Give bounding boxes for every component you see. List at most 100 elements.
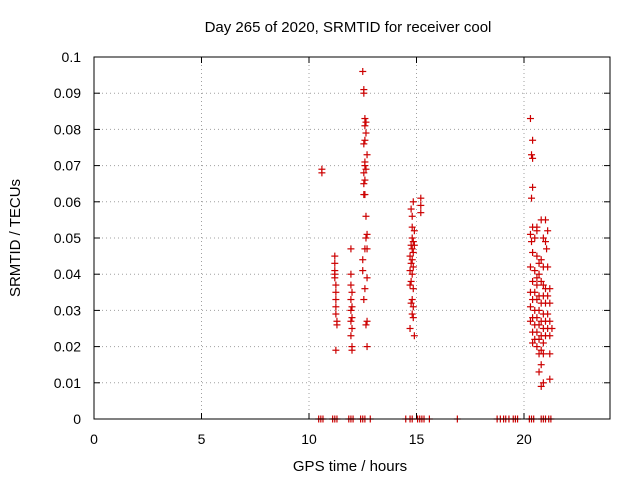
y-tick-label: 0.09 <box>54 85 81 101</box>
data-point <box>529 277 537 285</box>
data-point <box>546 332 554 340</box>
data-point <box>360 296 368 304</box>
data-point <box>531 267 539 275</box>
data-point <box>407 259 415 267</box>
data-point <box>546 350 554 358</box>
data-point <box>331 252 339 260</box>
data-point <box>546 375 554 383</box>
data-point <box>409 198 417 206</box>
data-point <box>539 281 547 289</box>
data-point <box>361 115 369 123</box>
data-point <box>348 314 356 322</box>
data-point <box>529 154 537 162</box>
data-point <box>347 296 355 304</box>
data-point <box>409 314 417 322</box>
data-point <box>359 256 367 264</box>
data-points <box>315 67 556 423</box>
data-point <box>546 285 554 293</box>
data-point <box>410 332 418 340</box>
data-point <box>363 230 371 238</box>
x-tick-label: 10 <box>301 431 317 447</box>
data-point <box>533 281 541 289</box>
data-point <box>526 263 534 271</box>
data-point <box>528 194 536 202</box>
data-point <box>406 325 414 332</box>
data-point <box>408 270 416 278</box>
data-point <box>542 216 549 224</box>
y-tick-label: 0 <box>73 411 81 427</box>
data-point <box>537 346 545 354</box>
tick-labels: 0 0.01 0.02 0.03 0.04 0.05 0.06 0.07 0.08 0.09 0.1… <box>54 49 532 447</box>
data-point <box>535 321 543 329</box>
data-point <box>406 281 414 289</box>
data-point <box>363 151 371 159</box>
data-point <box>348 288 356 296</box>
data-point <box>410 241 418 249</box>
data-point <box>407 299 415 307</box>
y-tick-label: 0.02 <box>54 339 81 355</box>
data-point <box>531 234 539 242</box>
data-point <box>332 288 340 296</box>
data-point <box>533 343 541 351</box>
data-point <box>533 227 541 235</box>
y-tick-label: 0.08 <box>54 121 81 137</box>
data-point <box>544 263 552 271</box>
data-point <box>360 169 368 177</box>
data-point <box>409 285 417 293</box>
y-tick-label: 0.03 <box>54 302 81 318</box>
plot-frame <box>93 56 611 420</box>
data-point <box>542 238 549 246</box>
data-point <box>361 122 369 130</box>
y-tick-label: 0.05 <box>54 230 81 246</box>
data-point <box>331 259 339 267</box>
y-tick-label: 0.04 <box>54 266 81 282</box>
data-point <box>407 277 415 285</box>
data-point <box>537 256 545 264</box>
data-point <box>531 288 539 296</box>
data-point <box>362 165 370 173</box>
data-point <box>348 303 356 311</box>
data-point <box>407 205 415 213</box>
data-point <box>348 346 356 354</box>
data-point <box>333 321 341 329</box>
data-point <box>406 252 414 260</box>
data-point <box>408 310 416 318</box>
x-axis-title: GPS time / hours <box>293 458 407 475</box>
data-point <box>363 317 371 325</box>
data-point <box>546 317 554 325</box>
data-point <box>363 274 371 282</box>
data-point <box>347 332 355 340</box>
data-point <box>537 382 545 390</box>
data-point <box>347 245 355 253</box>
data-point <box>533 314 541 322</box>
data-point <box>528 238 536 246</box>
data-point <box>535 306 543 314</box>
data-point <box>361 176 369 184</box>
data-point <box>332 310 340 318</box>
data-point <box>359 67 367 75</box>
data-point <box>535 259 543 267</box>
data-point <box>544 227 552 235</box>
data-point <box>409 303 417 311</box>
data-point <box>360 191 368 199</box>
data-point <box>409 248 417 256</box>
y-tick-label: 0.01 <box>54 375 81 391</box>
data-point <box>331 274 339 282</box>
data-point <box>362 118 370 126</box>
data-point <box>360 180 368 188</box>
data-point <box>363 245 371 253</box>
data-point <box>529 339 537 347</box>
data-point <box>533 296 541 304</box>
data-point <box>535 368 543 376</box>
data-point <box>417 194 425 202</box>
data-point <box>363 343 371 351</box>
data-point <box>535 270 543 278</box>
data-point <box>539 234 547 242</box>
data-point <box>408 212 416 220</box>
data-point <box>408 256 416 264</box>
data-point <box>529 248 537 256</box>
data-point <box>409 238 417 246</box>
data-point <box>362 234 370 242</box>
data-point <box>528 151 536 159</box>
